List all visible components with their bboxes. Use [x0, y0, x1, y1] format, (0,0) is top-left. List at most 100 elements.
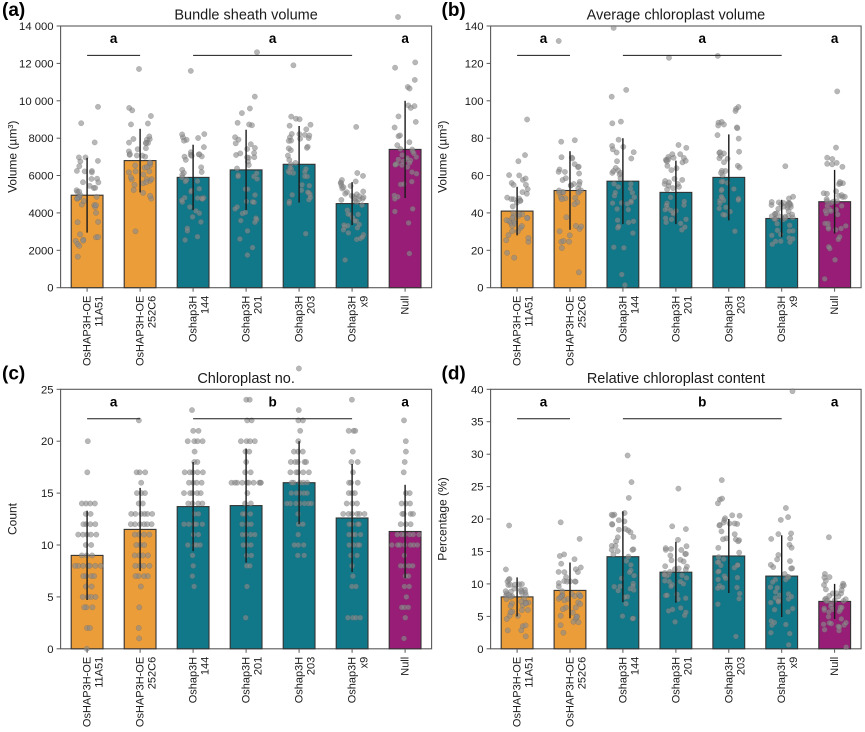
svg-text:b: b	[698, 395, 706, 410]
svg-text:x9: x9	[359, 657, 371, 669]
svg-text:Chloroplast no.: Chloroplast no.	[197, 371, 295, 387]
svg-text:a: a	[401, 395, 409, 410]
svg-text:Oshap3H: Oshap3H	[670, 296, 682, 343]
svg-text:20: 20	[471, 514, 484, 526]
svg-text:25: 25	[41, 384, 54, 396]
svg-text:201: 201	[253, 296, 265, 314]
svg-text:b: b	[268, 395, 276, 410]
svg-text:2000: 2000	[28, 245, 53, 257]
svg-text:140: 140	[465, 21, 484, 33]
svg-text:Bundle sheath volume: Bundle sheath volume	[174, 8, 318, 24]
svg-text:10: 10	[471, 579, 484, 591]
svg-text:Oshap3H: Oshap3H	[670, 657, 682, 704]
svg-text:OsHAP3H-OE: OsHAP3H-OE	[565, 657, 577, 727]
svg-text:144: 144	[200, 296, 212, 314]
svg-text:100: 100	[465, 96, 484, 108]
svg-text:5: 5	[47, 592, 53, 604]
svg-text:12 000: 12 000	[19, 58, 54, 70]
svg-text:a: a	[269, 31, 277, 46]
svg-text:Null: Null	[829, 296, 841, 315]
svg-text:a: a	[831, 31, 839, 46]
svg-text:Oshap3H: Oshap3H	[723, 657, 735, 704]
svg-text:Oshap3H: Oshap3H	[241, 657, 253, 704]
svg-text:Oshap3H: Oshap3H	[188, 296, 200, 343]
svg-text:144: 144	[629, 657, 641, 675]
svg-text:11A51: 11A51	[524, 296, 536, 327]
svg-text:Oshap3H: Oshap3H	[723, 296, 735, 343]
svg-text:OsHAP3H-OE: OsHAP3H-OE	[512, 657, 524, 727]
svg-text:4000: 4000	[28, 208, 53, 220]
svg-text:x9: x9	[788, 657, 800, 669]
svg-text:201: 201	[682, 296, 694, 314]
svg-text:0: 0	[47, 644, 53, 656]
svg-text:Oshap3H: Oshap3H	[241, 296, 253, 343]
svg-text:a: a	[540, 31, 548, 46]
svg-text:144: 144	[200, 657, 212, 675]
svg-text:Oshap3H: Oshap3H	[617, 657, 629, 704]
svg-text:14 000: 14 000	[19, 21, 54, 33]
svg-text:15: 15	[471, 547, 484, 559]
svg-text:Oshap3H: Oshap3H	[294, 657, 306, 704]
svg-text:Oshap3H: Oshap3H	[347, 657, 359, 704]
svg-text:Oshap3H: Oshap3H	[617, 296, 629, 343]
svg-text:252C6: 252C6	[147, 657, 159, 689]
svg-text:20: 20	[41, 436, 54, 448]
svg-text:Null: Null	[400, 296, 412, 315]
svg-text:a: a	[699, 31, 707, 46]
svg-text:(b): (b)	[442, 0, 466, 21]
svg-text:11A51: 11A51	[524, 657, 536, 688]
svg-text:OsHAP3H-OE: OsHAP3H-OE	[135, 296, 147, 366]
svg-text:60: 60	[471, 171, 484, 183]
svg-text:Null: Null	[400, 657, 412, 676]
svg-text:203: 203	[735, 657, 747, 675]
svg-text:8000: 8000	[28, 133, 53, 145]
svg-text:80: 80	[471, 133, 484, 145]
svg-text:Average chloroplast volume: Average chloroplast volume	[587, 8, 766, 24]
svg-text:35: 35	[471, 417, 484, 429]
svg-text:40: 40	[471, 384, 484, 396]
svg-text:Volume (µm³): Volume (µm³)	[436, 121, 450, 193]
svg-text:5: 5	[477, 611, 483, 623]
svg-text:(d): (d)	[442, 363, 466, 384]
svg-text:Oshap3H: Oshap3H	[294, 296, 306, 343]
svg-text:OsHAP3H-OE: OsHAP3H-OE	[512, 296, 524, 366]
svg-text:20: 20	[471, 245, 484, 257]
svg-text:Volume (µm³): Volume (µm³)	[6, 121, 20, 193]
svg-text:OsHAP3H-OE: OsHAP3H-OE	[565, 296, 577, 366]
svg-text:a: a	[110, 395, 118, 410]
svg-text:(a): (a)	[2, 0, 25, 21]
svg-text:a: a	[831, 395, 839, 410]
svg-text:x9: x9	[788, 296, 800, 308]
svg-text:a: a	[540, 395, 548, 410]
svg-text:252C6: 252C6	[577, 657, 589, 689]
svg-text:a: a	[110, 31, 118, 46]
svg-text:11A51: 11A51	[94, 657, 106, 688]
svg-text:25: 25	[471, 482, 484, 494]
svg-text:(c): (c)	[2, 363, 25, 384]
svg-text:252C6: 252C6	[147, 296, 159, 328]
svg-text:252C6: 252C6	[577, 296, 589, 328]
svg-text:203: 203	[306, 296, 318, 314]
svg-text:15: 15	[41, 488, 54, 500]
svg-text:0: 0	[477, 644, 483, 656]
svg-text:203: 203	[306, 657, 318, 675]
svg-text:0: 0	[47, 283, 53, 295]
svg-text:30: 30	[471, 449, 484, 461]
svg-text:120: 120	[465, 58, 484, 70]
svg-text:0: 0	[477, 283, 483, 295]
svg-text:a: a	[401, 31, 409, 46]
svg-text:Oshap3H: Oshap3H	[188, 657, 200, 704]
svg-text:Oshap3H: Oshap3H	[347, 296, 359, 343]
svg-text:x9: x9	[359, 296, 371, 308]
svg-text:201: 201	[253, 657, 265, 675]
svg-text:OsHAP3H-OE: OsHAP3H-OE	[82, 296, 94, 366]
svg-text:Relative chloroplast content: Relative chloroplast content	[587, 371, 765, 387]
svg-text:OsHAP3H-OE: OsHAP3H-OE	[135, 657, 147, 727]
svg-text:Percentage (%): Percentage (%)	[436, 477, 450, 560]
svg-text:40: 40	[471, 208, 484, 220]
svg-text:11A51: 11A51	[94, 296, 106, 327]
svg-text:Oshap3H: Oshap3H	[776, 296, 788, 343]
svg-text:OsHAP3H-OE: OsHAP3H-OE	[82, 657, 94, 727]
svg-text:144: 144	[629, 296, 641, 314]
svg-text:10 000: 10 000	[19, 96, 54, 108]
